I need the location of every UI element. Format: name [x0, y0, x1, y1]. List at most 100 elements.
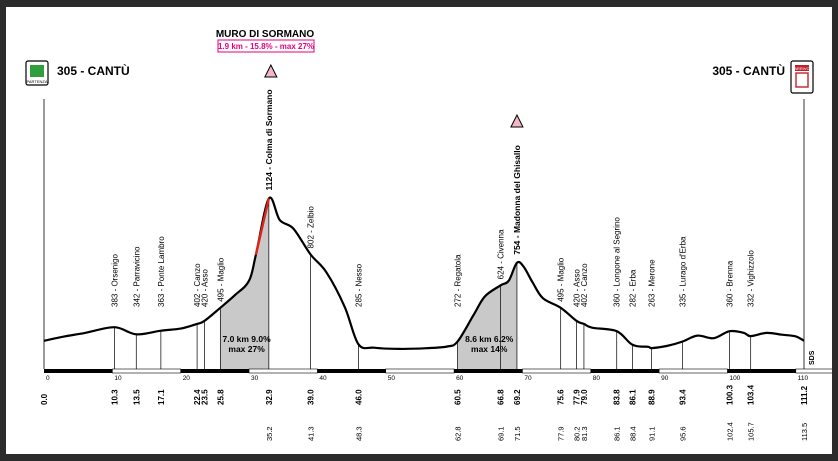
- climb-callout-box: [217, 39, 315, 53]
- town-label: 360 - Brenna: [726, 260, 735, 307]
- axis-tick-label: 70: [524, 375, 532, 382]
- km-label: 86.1: [628, 389, 637, 405]
- start-badge-text: PARTENZA: [27, 79, 48, 84]
- town-label: 360 - Longone al Segrino: [613, 217, 622, 307]
- axis-end-label: SDS: [809, 350, 816, 365]
- town-label: 420 - Asso: [201, 269, 210, 307]
- town-label: 402 - Canzo: [193, 263, 202, 307]
- steep-section-highlight: [254, 198, 271, 256]
- remaining-km-label: 102.4: [726, 422, 735, 441]
- km-label: 100.3: [726, 384, 735, 405]
- axis-tick-label: 20: [183, 375, 191, 382]
- km-label: 88.9: [648, 389, 657, 405]
- start-flag-icon: [30, 65, 44, 77]
- km-label: 25.8: [216, 389, 225, 405]
- remaining-km-label: 113.5: [800, 423, 809, 441]
- town-label: 495 - Maglio: [216, 257, 225, 302]
- town-label: 383 - Orsenigo: [110, 254, 119, 307]
- remaining-km-label: 80.2: [572, 426, 581, 441]
- remaining-km-label: 35.2: [265, 426, 274, 441]
- km-label: 22.4: [193, 389, 202, 405]
- remaining-km-label: 41.3: [307, 426, 316, 441]
- axis-tick-label: 110: [798, 375, 809, 382]
- finish-banner-icon: [795, 65, 809, 71]
- km-label: 46.0: [354, 389, 363, 405]
- km-label: 17.1: [157, 389, 166, 405]
- axis-tick-label: 30: [251, 375, 259, 382]
- km-label: 23.5: [201, 389, 210, 405]
- km-label: 69.2: [513, 389, 522, 405]
- climb-stats-line1: 7.0 km 9.0%: [222, 334, 271, 344]
- remaining-km-label: 81.3: [580, 426, 589, 441]
- km-label: 75.6: [557, 389, 566, 405]
- axis-segment: [658, 368, 728, 374]
- climb-stats-line1: 8.6 km 6.2%: [465, 334, 514, 344]
- axis-tick-label: 40: [319, 375, 327, 382]
- town-label: 342 - Parravicino: [132, 246, 141, 307]
- summit-marker-icon: [264, 63, 278, 78]
- town-label: 282 - Erba: [628, 269, 637, 307]
- remaining-km-label: 48.3: [354, 426, 363, 441]
- remaining-km-label: 62.8: [453, 426, 462, 441]
- profile-layer: [43, 196, 805, 351]
- axis-segment: [248, 368, 318, 374]
- route-profile-panel: 0 10 20 30 40 50 60 70 80 90 100 110 SDS 383 - Orsen…: [6, 7, 832, 454]
- remaining-km-label: 95.6: [678, 426, 687, 441]
- finish-badge-text: ARRIVO: [794, 66, 809, 71]
- town-label: 802 - Zelbio: [307, 206, 316, 249]
- climb-shading-2: [457, 262, 517, 369]
- climb-callout-detail: 1.9 km - 15.8% - max 27%: [218, 42, 314, 51]
- remaining-km-label: 71.5: [513, 426, 522, 441]
- town-labels: 383 - Orsenigo 342 - Parravicino 363 - Pon…: [110, 89, 755, 307]
- km-label: 60.5: [453, 389, 462, 405]
- km-label: 111.2: [800, 385, 809, 405]
- start-label: 305 - CANTÙ: [57, 63, 130, 78]
- axis-segment: [385, 368, 455, 374]
- km-label: 10.3: [110, 389, 119, 405]
- remaining-km-label: 105.7: [747, 422, 756, 441]
- climb-stats-line2: max 27%: [228, 344, 265, 354]
- town-label: 263 - Merone: [648, 259, 657, 307]
- town-label: 335 - Lurago d'Erba: [678, 236, 687, 307]
- climb-shading-layer: [220, 198, 517, 369]
- climb-stats-line2: max 14%: [471, 344, 508, 354]
- axis-tick-label: 80: [593, 375, 601, 382]
- axis-tick-label: 10: [114, 375, 122, 382]
- axis-tick-label: 60: [456, 375, 464, 382]
- town-label: 420 - Asso: [572, 269, 581, 307]
- km-label: 77.9: [572, 389, 581, 405]
- remaining-km-label: 88.4: [628, 426, 637, 441]
- summit-marker-icon: [510, 113, 524, 128]
- km-label: 32.9: [265, 389, 274, 405]
- axis-tick-label: 0: [46, 375, 50, 382]
- axis-segment: [112, 368, 181, 374]
- km-label: 93.4: [678, 389, 687, 405]
- remaining-km-label: 69.1: [497, 426, 506, 441]
- km-label: 0.0: [40, 393, 49, 405]
- elevation-profile-chart: 0 10 20 30 40 50 60 70 80 90 100 110 SDS 383 - Orsen…: [25, 29, 832, 441]
- km-label: 66.8: [497, 389, 506, 405]
- km-label: 103.4: [747, 384, 756, 405]
- axis-tick-label: 100: [729, 375, 740, 382]
- axis-segment: [795, 368, 832, 374]
- finish-gate-icon: [795, 72, 809, 88]
- town-label: 363 - Ponte Lambro: [157, 236, 166, 307]
- town-label: 402 - Canzo: [580, 263, 589, 307]
- km-labels: 10.3 13.5 17.1 22.423.5 25.8 32.9 39.0 46.0 60.5…: [40, 384, 809, 441]
- annotations-layer: 7.0 km 9.0%max 27% 8.6 km 6.2%max 14% PART…: [25, 29, 814, 354]
- remaining-km-label: 77.9: [557, 426, 566, 441]
- town-label: 332 - Vighizzolo: [747, 250, 756, 307]
- remaining-km-label: 86.1: [613, 426, 622, 441]
- town-label: 754 - Madonna del Ghisallo: [512, 145, 522, 255]
- km-label: 79.0: [580, 389, 589, 405]
- town-label: 272 - Regatola: [453, 254, 462, 307]
- town-label: 1124 - Colma di Sormano: [264, 89, 274, 190]
- axis-tick-label: 50: [388, 375, 396, 382]
- elevation-profile-line: [43, 196, 805, 351]
- km-axis: 0 10 20 30 40 50 60 70 80 90 100 110 SDS: [44, 350, 832, 382]
- axis-tick-label: 90: [661, 375, 669, 382]
- km-label: 83.8: [613, 389, 622, 405]
- climb-shading-1: [220, 198, 269, 369]
- town-leader-lines: [43, 99, 805, 369]
- km-label: 39.0: [307, 389, 316, 405]
